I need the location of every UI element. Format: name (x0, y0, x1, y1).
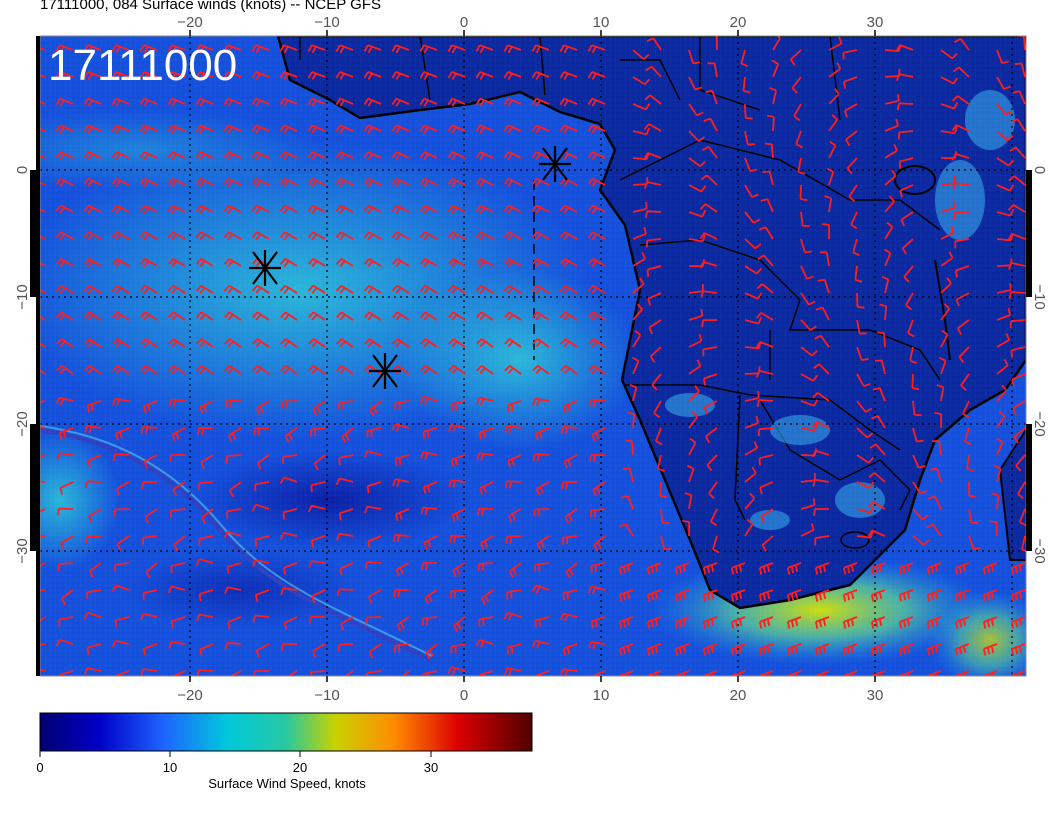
colorbar-tick-20: 20 (293, 760, 307, 775)
graticule (40, 36, 1026, 676)
lat-frame-blocks (30, 170, 1032, 551)
lon-label-top-3: 0 (460, 14, 468, 31)
lat-label-left-2: −10 (14, 284, 31, 309)
date-stamp: 17111000 (48, 41, 237, 90)
lon-label-top-5: 20 (730, 14, 747, 31)
lat-label-right-4: −30 (1031, 538, 1048, 563)
tick-marks (189, 30, 876, 682)
lon-label-bottom-5: 20 (730, 687, 747, 704)
page-title: 17111000, 084 Surface winds (knots) -- N… (40, 0, 381, 13)
wind-barbs (40, 36, 1026, 676)
lat-label-right-3: −20 (1031, 411, 1048, 436)
colorbar-tick-30: 30 (424, 760, 438, 775)
lon-label-bottom-1: −20 (177, 687, 202, 704)
colorbar (39, 712, 533, 752)
lon-label-top-2: −10 (314, 14, 339, 31)
lat-label-right-1: 0 (1031, 166, 1048, 174)
lon-label-top-4: 10 (593, 14, 610, 31)
sounding-marker-3 (369, 353, 401, 389)
colorbar-tick-0: 0 (36, 760, 43, 775)
colorbar-label: Surface Wind Speed, knots (208, 776, 366, 791)
grid-texture (40, 36, 1026, 676)
lat-label-right-2: −10 (1031, 284, 1048, 309)
sounding-marker-2 (249, 250, 281, 286)
left-frame-bar (36, 36, 40, 676)
lon-label-top-6: 30 (867, 14, 884, 31)
lon-label-bottom-4: 10 (593, 687, 610, 704)
lon-label-bottom-2: −10 (314, 687, 339, 704)
lat-label-left-3: −20 (14, 411, 31, 436)
wind-barb-field (40, 36, 1026, 676)
sounding-marker-1 (539, 146, 571, 182)
lon-label-bottom-6: 30 (867, 687, 884, 704)
lat-label-left-4: −30 (14, 538, 31, 563)
map-field (40, 36, 1026, 676)
colorbar-ticks (39, 751, 432, 757)
lon-label-bottom-3: 0 (460, 687, 468, 704)
lon-label-top-1: −20 (177, 14, 202, 31)
lat-label-left-1: 0 (14, 166, 31, 174)
colorbar-tick-10: 10 (163, 760, 177, 775)
